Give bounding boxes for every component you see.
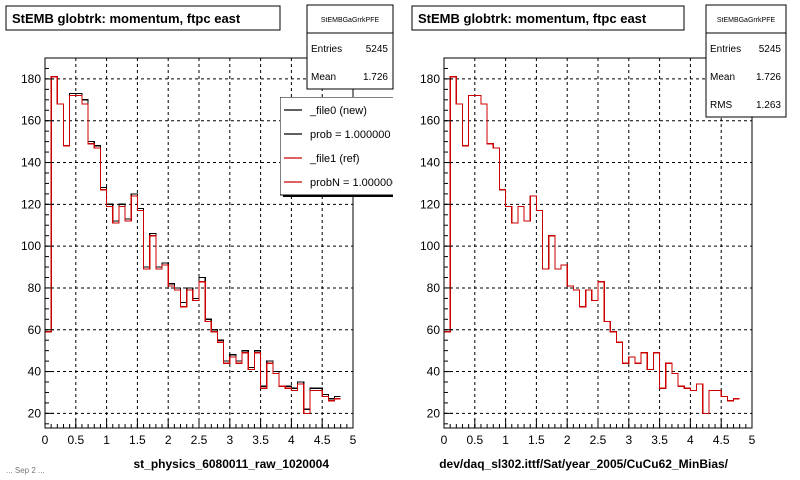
y-tick-label: 140: [21, 156, 41, 170]
y-tick-label: 100: [420, 239, 440, 253]
y-tick-label: 40: [28, 365, 42, 379]
x-tick-label: 4.5: [713, 433, 730, 447]
x-tick-label: 1.5: [528, 433, 545, 447]
stats-value: 5245: [759, 44, 782, 55]
y-tick-label: 100: [21, 239, 41, 253]
stats-value: 1.726: [756, 72, 781, 83]
stats-label: Mean: [710, 72, 735, 83]
x-tick-label: 1.5: [129, 433, 146, 447]
x-tick-label: 2: [165, 433, 172, 447]
stats-label: Entries: [311, 44, 342, 55]
y-tick-label: 60: [427, 323, 441, 337]
x-tick-label: 4: [687, 433, 694, 447]
stats-value: 1.263: [756, 100, 781, 111]
y-tick-label: 120: [21, 197, 41, 211]
legend: _file0 (new) prob = 1.000000 _file1 (ref) p…: [280, 97, 398, 197]
x-tick-label: 5: [350, 433, 357, 447]
x-axis-label: st_physics_6080011_raw_1020004: [133, 457, 329, 471]
stats-box-name: StEMBGaGrrkPFE: [321, 17, 380, 24]
series-line-1: [45, 76, 341, 410]
stats-label: Entries: [710, 44, 741, 55]
stats-label: RMS: [710, 100, 733, 111]
y-tick-label: 120: [420, 197, 440, 211]
x-tick-label: 3: [226, 433, 233, 447]
x-tick-label: 3: [625, 433, 632, 447]
x-tick-label: 3.5: [252, 433, 269, 447]
legend-label: prob = 1.000000: [310, 129, 390, 141]
chart-title: StEMB globtrk: momentum, ftpc east: [418, 11, 647, 26]
stats-label: Mean: [311, 72, 336, 83]
x-tick-label: 2.5: [191, 433, 208, 447]
y-tick-label: 80: [28, 281, 42, 295]
y-tick-label: 160: [21, 114, 41, 128]
series-line-1: [444, 76, 740, 414]
footer-text: ... Sep 2 ...: [6, 466, 45, 475]
x-tick-label: 1: [502, 433, 509, 447]
x-tick-label: 1: [103, 433, 110, 447]
title-box: [5, 5, 281, 31]
stats-value: 5245: [366, 44, 389, 55]
legend-label: probN = 1.000000: [310, 177, 398, 189]
stats-box: [705, 4, 787, 118]
x-tick-label: 0: [42, 433, 49, 447]
x-tick-label: 4.5: [314, 433, 331, 447]
legend-box: [280, 97, 393, 196]
series-line-2: [45, 76, 341, 414]
y-tick-label: 40: [427, 365, 441, 379]
x-tick-label: 3.5: [651, 433, 668, 447]
y-tick-label: 140: [420, 156, 440, 170]
title-box: [411, 5, 685, 31]
stats-box-name: StEMBGaGrrkPFE: [717, 17, 776, 24]
chart-title: StEMB globtrk: momentum, ftpc east: [12, 11, 241, 26]
stats-box: [306, 4, 394, 90]
x-tick-label: 2.5: [590, 433, 607, 447]
y-tick-label: 60: [28, 323, 42, 337]
legend-label: _file0 (new): [309, 105, 367, 117]
x-tick-label: 2: [564, 433, 571, 447]
x-tick-label: 5: [749, 433, 756, 447]
x-tick-label: 0.5: [466, 433, 483, 447]
x-tick-label: 0.5: [67, 433, 84, 447]
stats-value: 1.726: [363, 72, 388, 83]
chart-panel-2: 0 0.5 1 1.5 2 2.5 3 3.5 4 4.5 5 20 40 60 80 100 120 140 16…: [411, 4, 787, 471]
legend-label: _file1 (ref): [309, 153, 360, 165]
y-tick-label: 20: [28, 406, 42, 420]
chart-panel-1: 0 0.5 1 1.5 2 2.5 3 3.5 4 4.5 5 20 40 60 80 100 120 140 16…: [5, 4, 398, 471]
y-tick-label: 80: [427, 281, 441, 295]
y-tick-label: 180: [420, 72, 440, 86]
y-tick-label: 20: [427, 406, 441, 420]
y-tick-label: 180: [21, 72, 41, 86]
x-tick-label: 4: [288, 433, 295, 447]
y-tick-label: 160: [420, 114, 440, 128]
x-tick-label: 0: [441, 433, 448, 447]
x-axis-label: dev/daq_sl302.ittf/Sat/year_2005/CuCu62_…: [439, 457, 728, 471]
